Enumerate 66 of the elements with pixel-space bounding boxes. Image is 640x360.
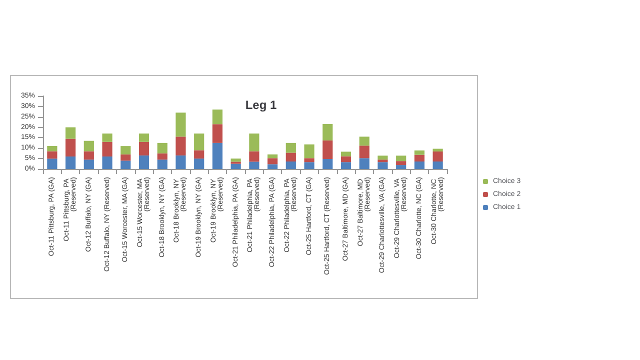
bar (267, 158, 278, 164)
bar (176, 112, 186, 137)
bar (194, 134, 204, 150)
bar (322, 140, 333, 159)
bar (212, 142, 223, 169)
bar (322, 158, 333, 169)
bar (47, 151, 58, 159)
bar (138, 155, 150, 169)
bar (378, 162, 388, 169)
bar (65, 138, 76, 156)
bar (65, 127, 76, 139)
bar (359, 136, 370, 146)
bar (65, 156, 76, 169)
bar (378, 156, 388, 160)
bar (47, 158, 58, 169)
bar (230, 164, 241, 169)
bar (194, 150, 204, 159)
bar (102, 156, 112, 169)
bar (138, 134, 150, 142)
bar (212, 110, 223, 124)
bar (176, 136, 186, 156)
bar (230, 158, 241, 162)
bar (212, 124, 223, 143)
bar (84, 160, 94, 169)
bar (286, 161, 296, 169)
bar (322, 124, 333, 140)
bar (340, 156, 352, 162)
bar (414, 161, 425, 169)
bar (194, 158, 204, 169)
bar (267, 164, 278, 169)
bar (120, 160, 131, 169)
bar (102, 142, 112, 156)
bar (138, 142, 150, 156)
bar (157, 142, 168, 154)
bar (84, 140, 94, 152)
bar (340, 152, 352, 156)
chart-title: Leg 1 (245, 98, 277, 112)
bar (340, 162, 352, 169)
bar (396, 156, 406, 162)
bar (396, 165, 406, 169)
bar (359, 158, 370, 169)
bar (286, 152, 296, 162)
bar (157, 153, 168, 160)
bar (359, 146, 370, 158)
bar (267, 154, 278, 158)
bar (102, 134, 112, 142)
bar (84, 151, 94, 160)
bar (378, 160, 388, 162)
bar (414, 150, 425, 155)
bar (432, 151, 443, 162)
bar (396, 161, 406, 166)
bar (414, 154, 425, 162)
bar (304, 162, 314, 169)
bar (120, 154, 131, 161)
bar (47, 146, 58, 152)
bar (249, 134, 260, 152)
bar (157, 160, 168, 169)
bar (304, 158, 314, 162)
bar (286, 142, 296, 153)
bar (432, 161, 443, 169)
bar (176, 155, 186, 169)
bar (249, 162, 260, 169)
bar (304, 144, 314, 158)
bar (120, 146, 131, 154)
bar (249, 151, 260, 162)
bar (432, 148, 443, 152)
